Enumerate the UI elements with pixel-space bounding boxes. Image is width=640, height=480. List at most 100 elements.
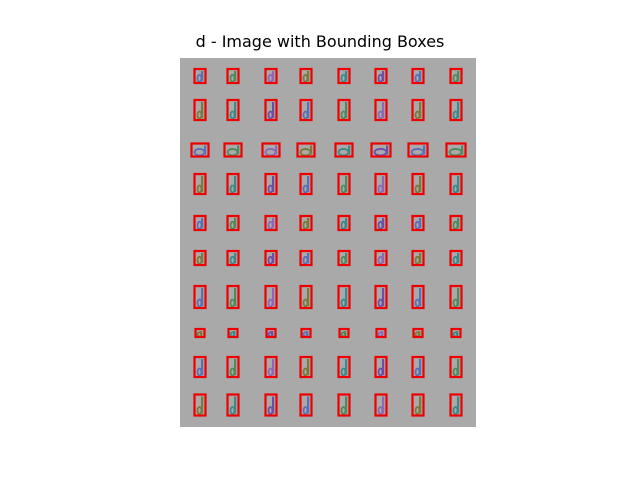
bounding-box-item <box>300 327 312 339</box>
glyph-stem <box>307 288 310 306</box>
bounding-box-item <box>338 327 350 339</box>
bounding-box <box>264 172 278 196</box>
glyph-bowl <box>302 220 309 230</box>
bounding-box-item <box>264 355 278 379</box>
glyph-stem <box>272 176 275 192</box>
glyph-bowl <box>414 220 421 230</box>
bounding-box-item <box>411 249 425 267</box>
bounding-box <box>374 172 388 196</box>
glyph-stem <box>345 288 348 306</box>
bounding-box-item <box>374 172 388 196</box>
bounding-box <box>300 327 312 339</box>
bounding-box <box>264 393 278 417</box>
bounding-box-item <box>226 172 240 196</box>
glyph-stem <box>201 288 204 306</box>
glyph-bowl <box>377 367 384 377</box>
bounding-box-item <box>411 284 425 310</box>
bounding-box <box>190 142 210 158</box>
glyph-stem <box>234 359 237 375</box>
image-background <box>180 58 476 427</box>
glyph-bowl <box>196 184 203 194</box>
bounding-box-item <box>449 214 463 232</box>
bounding-box <box>337 98 351 122</box>
glyph-stem <box>201 102 204 118</box>
glyph-stem <box>348 145 351 155</box>
glyph-stem <box>345 176 348 192</box>
bounding-box-item <box>299 284 313 310</box>
bounding-box <box>226 355 240 379</box>
glyph-stem <box>457 288 460 306</box>
bounding-box <box>226 172 240 196</box>
glyph-bowl <box>452 110 459 120</box>
glyph-stem <box>307 359 310 375</box>
bounding-box <box>337 355 351 379</box>
bounding-box-item <box>445 142 467 158</box>
bounding-box-item <box>264 284 278 310</box>
glyph-bowl <box>452 184 459 194</box>
bounding-box-item <box>299 172 313 196</box>
bounding-box-item <box>264 249 278 267</box>
bounding-box-item <box>227 327 239 339</box>
glyph-stem <box>272 102 275 118</box>
glyph-bowl <box>340 184 347 194</box>
bounding-box <box>226 249 240 267</box>
bounding-box <box>299 67 313 85</box>
bounding-box <box>299 214 313 232</box>
bounding-box-item <box>411 393 425 417</box>
bounding-box-item <box>299 249 313 267</box>
bounding-box-item <box>411 355 425 379</box>
bounding-box-item <box>337 249 351 267</box>
bounding-box-item <box>450 327 462 339</box>
bounding-box-item <box>226 98 240 122</box>
bounding-box <box>299 355 313 379</box>
bounding-box-item <box>337 393 351 417</box>
bounding-box-item <box>374 284 388 310</box>
bounding-box <box>261 142 281 158</box>
bounding-box-item <box>334 142 354 158</box>
bounding-box-item <box>337 172 351 196</box>
bounding-box-item <box>374 67 388 85</box>
glyph-bowl <box>229 367 236 377</box>
bounding-box <box>374 249 388 267</box>
glyph-bowl <box>414 255 421 265</box>
glyph-stem <box>457 359 460 375</box>
bounding-box <box>374 355 388 379</box>
bounding-box <box>449 98 463 122</box>
bounding-box <box>411 355 425 379</box>
glyph-stem <box>234 176 237 192</box>
bounding-box-item <box>223 142 243 158</box>
bounding-box-item <box>449 98 463 122</box>
bounding-box-item <box>370 142 392 158</box>
glyph-bowl <box>267 255 274 265</box>
bounding-box <box>374 284 388 310</box>
bounding-box <box>193 67 207 85</box>
bounding-box <box>407 142 429 158</box>
glyph-stem <box>234 102 237 118</box>
bounding-box-item <box>226 214 240 232</box>
glyph-bowl <box>452 406 459 415</box>
bounding-box-item <box>411 98 425 122</box>
bounding-box-item <box>449 172 463 196</box>
glyph-stem <box>234 288 237 306</box>
glyph-bowl <box>414 406 421 415</box>
bounding-box-item <box>449 393 463 417</box>
bounding-box-item <box>193 67 207 85</box>
bounding-box <box>445 142 467 158</box>
glyph-bowl <box>340 73 347 83</box>
glyph-bowl <box>267 406 274 415</box>
bounding-box-item <box>299 355 313 379</box>
bounding-box <box>265 327 277 339</box>
glyph-bowl <box>340 298 347 308</box>
glyph-bowl <box>340 255 347 265</box>
bounding-box <box>264 67 278 85</box>
bounding-box <box>193 355 207 379</box>
bounding-box <box>449 214 463 232</box>
bounding-box <box>411 98 425 122</box>
bounding-box <box>299 393 313 417</box>
bounding-box <box>193 249 207 267</box>
bounding-box <box>226 393 240 417</box>
bounding-box-item <box>411 67 425 85</box>
bounding-box <box>370 142 392 158</box>
bounding-box <box>337 249 351 267</box>
